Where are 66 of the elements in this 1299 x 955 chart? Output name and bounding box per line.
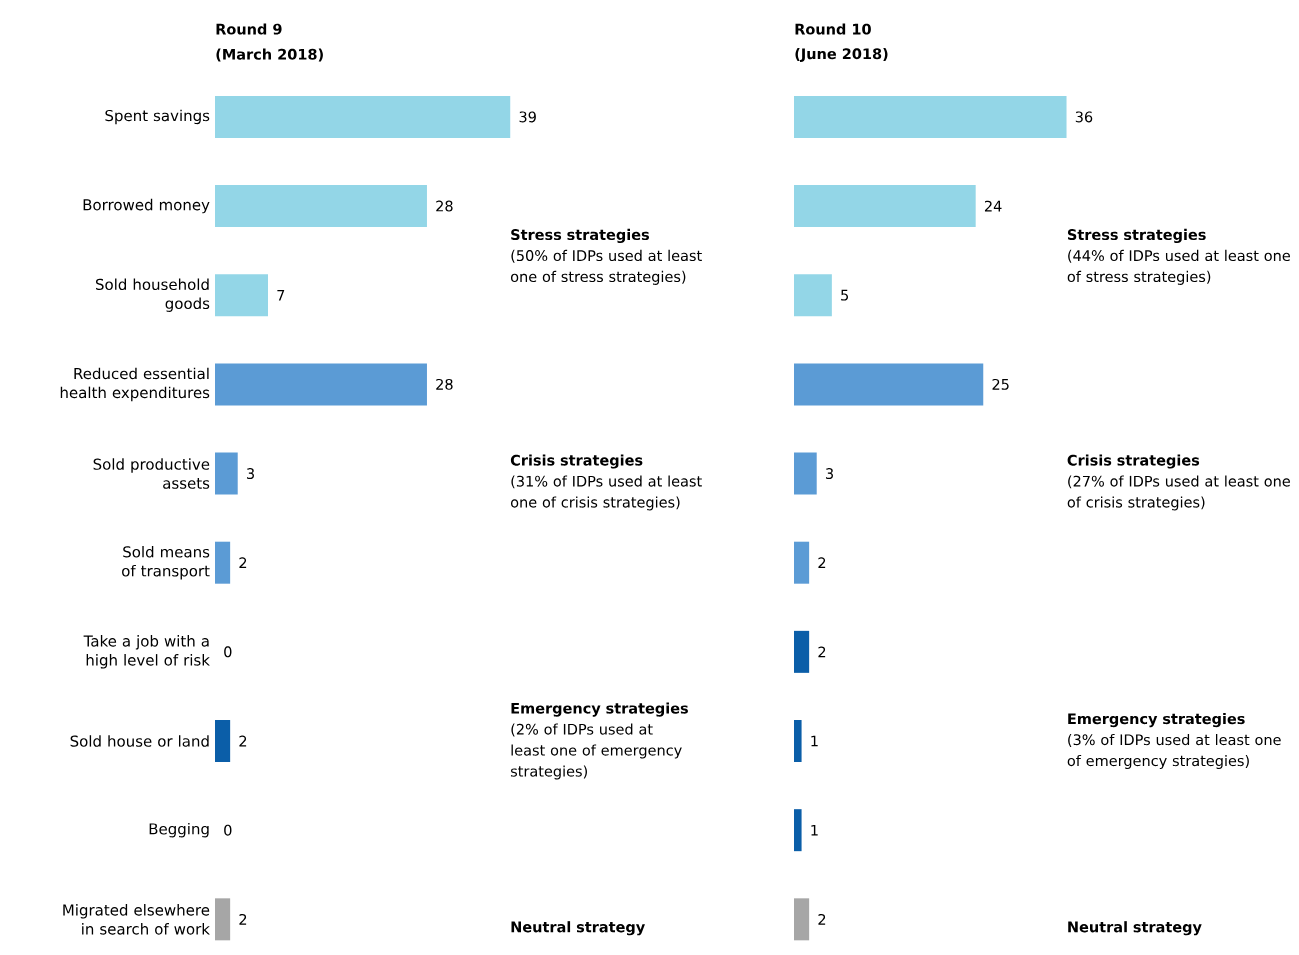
y-tick-label: Sold household goods — [95, 278, 210, 312]
bar — [794, 274, 832, 317]
text: Crisis strategies — [510, 454, 643, 469]
text: (27% of IDPs used at least one of crisis strategies) — [1067, 475, 1290, 511]
text: Emergency strategies — [1068, 712, 1245, 728]
chart-title: Round 10 — [795, 23, 871, 35]
data-label: 28 — [436, 200, 453, 212]
bar — [794, 185, 976, 228]
y-tick-label: Reduced essential health expenditures — [60, 367, 210, 402]
data-label: 2 — [239, 913, 247, 925]
data-label: 25 — [992, 378, 1009, 390]
text: Emergency strategies — [511, 702, 688, 717]
data-label: 2 — [818, 646, 826, 658]
bar — [215, 185, 427, 228]
bar — [215, 452, 238, 495]
bar — [215, 363, 427, 406]
bar — [794, 898, 810, 941]
y-tick-label: Spent savings — [105, 109, 210, 125]
text: Neutral strategy — [1068, 921, 1202, 936]
data-label: 1 — [811, 735, 818, 747]
data-label: 5 — [841, 289, 849, 301]
bar — [215, 274, 268, 317]
bar — [215, 95, 511, 138]
bar — [215, 541, 231, 584]
data-label: 39 — [519, 111, 536, 123]
data-label: 2 — [239, 735, 247, 747]
y-tick-label: Sold house or land — [70, 735, 209, 747]
bar — [215, 898, 231, 941]
bar — [794, 95, 1067, 138]
bar — [794, 541, 810, 584]
bar — [215, 720, 231, 763]
text: Crisis strategies — [1067, 454, 1200, 469]
bar — [794, 452, 817, 495]
data-label: 28 — [436, 378, 453, 390]
chart-title: Round 9 — [216, 23, 282, 35]
bar — [794, 720, 802, 763]
data-label: 3 — [826, 468, 833, 480]
data-label: 2 — [239, 557, 247, 569]
y-tick-label: Begging — [149, 822, 209, 838]
data-label: 2 — [818, 557, 826, 569]
data-label: 0 — [224, 646, 232, 658]
data-label: 3 — [247, 468, 254, 480]
data-label: 7 — [277, 289, 285, 301]
bar — [794, 809, 802, 852]
text: (31% of IDPs used at least one of crisis strategies) — [510, 475, 702, 511]
text: (50% of IDPs used at least one of stress strategies) — [510, 249, 702, 285]
text: (3% of IDPs used at least one of emergency strategies) — [1067, 733, 1281, 770]
chart-subtitle: (March 2018) — [216, 48, 323, 62]
data-label: 2 — [818, 913, 826, 925]
y-tick-label: Migrated elsewhere in search of work — [63, 904, 210, 935]
text: (2% of IDPs used at least one of emergency strategies) — [510, 723, 682, 780]
y-tick-label: Take a job with a high level of risk — [83, 635, 210, 669]
text: Neutral strategy — [511, 921, 645, 936]
chart-subtitle: (June 2018) — [795, 48, 888, 62]
text: Stress strategies — [1067, 228, 1206, 244]
bar — [794, 630, 810, 673]
text: (44% of IDPs used at least one of stress strategies) — [1067, 249, 1290, 285]
bar — [794, 363, 984, 406]
y-tick-label: Sold means of transport — [122, 545, 210, 580]
y-tick-label: Sold productive assets — [93, 458, 210, 489]
y-tick-label: Borrowed money — [83, 198, 210, 214]
data-label: 24 — [984, 200, 1002, 212]
data-label: 0 — [224, 824, 232, 836]
text: Stress strategies — [511, 228, 650, 244]
data-label: 36 — [1075, 111, 1093, 123]
data-label: 1 — [811, 824, 818, 836]
